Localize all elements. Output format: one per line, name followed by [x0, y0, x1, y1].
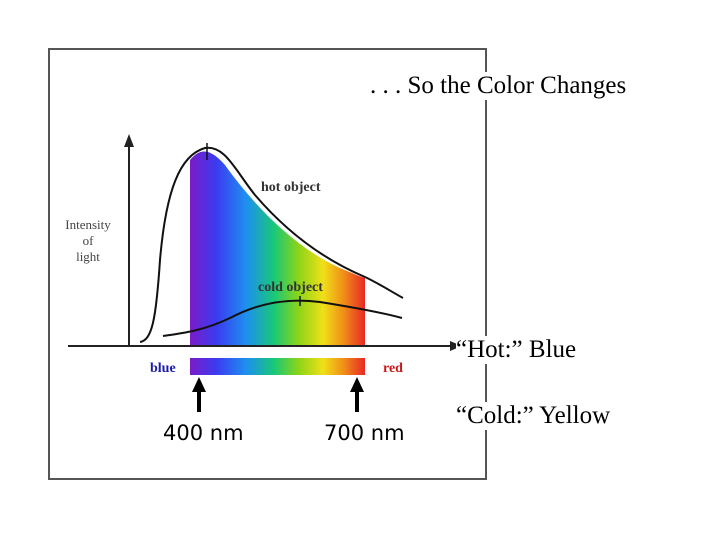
slide-title: . . . So the Color Changes [366, 72, 631, 100]
cold-object-curve [162, 299, 403, 337]
y-axis-label-line2: of [83, 233, 95, 248]
hot-object-label: hot object [261, 180, 321, 195]
arrow-700-head [350, 377, 364, 392]
y-axis-label-line1: Intensity [65, 217, 111, 232]
spectrum-bar [190, 358, 365, 375]
wavelength-700-label: 700 nm [324, 421, 405, 445]
wavelength-400-label: 400 nm [163, 421, 244, 445]
hot-note: “Hot:” Blue [456, 336, 577, 364]
red-label: red [383, 361, 403, 376]
hot-object-curve [139, 146, 404, 343]
arrow-400-head [192, 377, 206, 392]
y-axis-label-line3: light [76, 249, 100, 264]
blue-label: blue [150, 361, 176, 376]
figure-frame [48, 48, 487, 480]
cold-note: “Cold:” Yellow [456, 402, 611, 430]
cold-object-label: cold object [258, 280, 323, 295]
y-axis-arrowhead [124, 134, 134, 147]
spectrum-fill [190, 151, 365, 345]
